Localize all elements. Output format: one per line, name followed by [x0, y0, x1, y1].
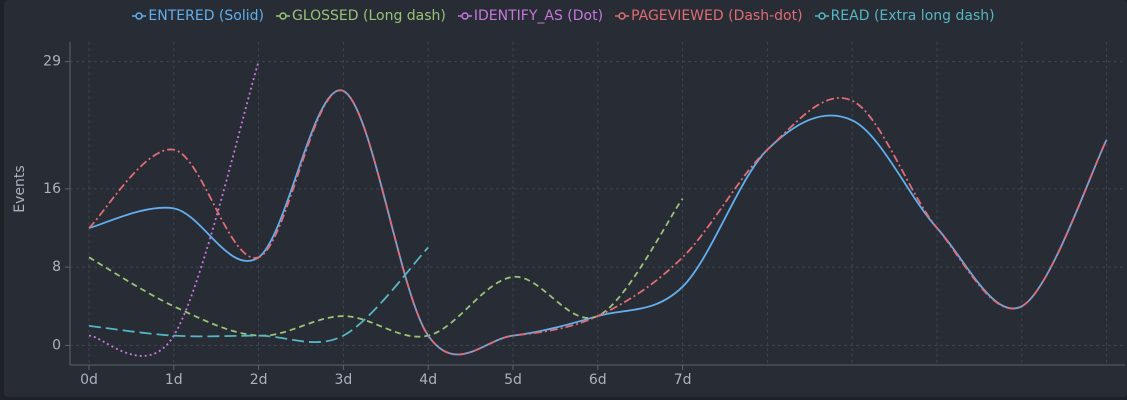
legend-label: GLOSSED (Long dash) — [291, 8, 446, 24]
legend-item[interactable]: IDENTIFY_AS (Dot) — [457, 8, 604, 24]
y-tick-label: 16 — [43, 181, 61, 197]
x-tick-label: 4d — [419, 372, 437, 388]
x-tick-label: 0d — [80, 372, 98, 388]
series-line — [88, 246, 429, 344]
legend-item[interactable]: PAGEVIEWED (Dash-dot) — [615, 8, 803, 24]
y-axis-label: Events — [12, 165, 28, 212]
x-tick-label: 6d — [589, 372, 607, 388]
series-line — [88, 198, 684, 338]
legend-marker — [135, 12, 144, 20]
y-tick-label: 8 — [52, 259, 61, 275]
legend-item[interactable]: READ (Extra long dash) — [814, 8, 995, 24]
legend-marker — [279, 12, 287, 20]
chart-panel — [4, 0, 1127, 397]
legend-label: IDENTIFY_AS (Dot) — [473, 8, 604, 24]
series-line — [88, 89, 1108, 356]
legend-item[interactable]: GLOSSED (Long dash) — [275, 8, 446, 24]
legend: ENTERED (Solid) GLOSSED (Long dash) IDENTI… — [0, 8, 1127, 24]
legend-label: READ (Extra long dash) — [830, 8, 995, 24]
x-tick-label: 7d — [674, 372, 692, 388]
y-tick-label: 29 — [43, 54, 61, 70]
legend-marker — [618, 12, 626, 20]
legend-icon — [615, 12, 630, 20]
legend-marker — [461, 12, 469, 20]
legend-icon — [814, 12, 829, 20]
legend-icon — [457, 12, 472, 20]
legend-marker — [817, 12, 826, 20]
legend-label: PAGEVIEWED (Dash-dot) — [631, 8, 803, 24]
legend-icon — [275, 12, 290, 20]
legend-icon — [132, 12, 147, 20]
x-tick-label: 3d — [335, 372, 353, 388]
y-tick-label: 0 — [52, 337, 61, 353]
x-tick-label: 1d — [165, 372, 183, 388]
legend-item[interactable]: ENTERED (Solid) — [132, 8, 264, 24]
x-tick-label: 2d — [250, 372, 268, 388]
x-tick-label: 5d — [504, 372, 522, 388]
legend-label: ENTERED (Solid) — [148, 8, 264, 24]
